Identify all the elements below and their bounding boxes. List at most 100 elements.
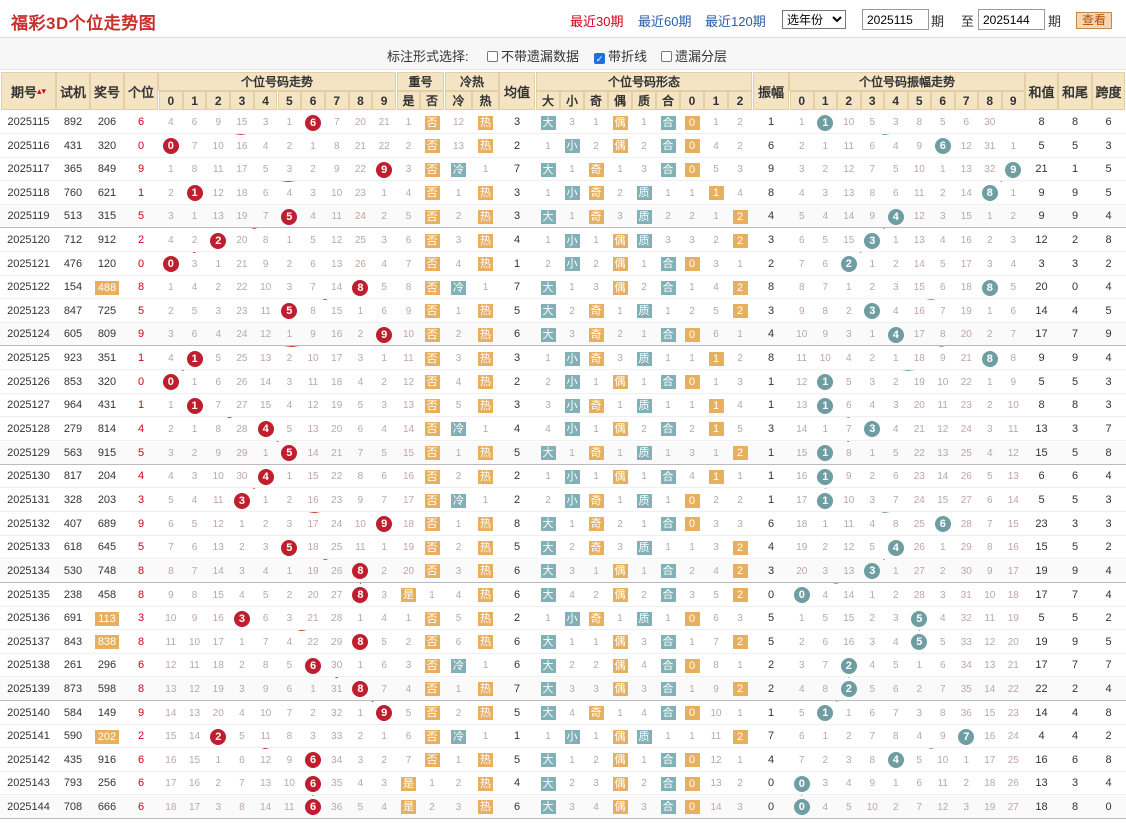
temp-missing: 1 [482,164,489,176]
trend-missing: 8 [333,140,340,152]
amp-ball: 4 [887,539,904,556]
trial-cell: 847 [63,304,83,317]
amp-missing: 4 [822,211,829,223]
col-period-header[interactable]: 期号 ▴▾ [1,72,56,110]
sort-icon[interactable]: ▴▾ [36,85,47,96]
trend-missing: 1 [286,471,293,483]
sum-cell: 19 [1035,564,1048,577]
query-button[interactable]: 查看 [1076,12,1112,29]
tail-cell: 5 [1071,541,1079,554]
amp-digit-0: 0 [790,91,814,110]
shape-missing: 2 [641,282,647,294]
span-cell: 5 [1105,304,1112,317]
option-no-missing[interactable]: 不带遗漏数据 [487,46,579,65]
sum-cell: 9 [1038,352,1045,365]
trend-ball: 1 [186,397,203,414]
option-polyline[interactable]: ✓ 带折线 [594,46,647,65]
repeat-missing: 10 [402,329,415,341]
from-period-input[interactable] [862,9,929,30]
checkbox-icon[interactable] [661,51,672,62]
shape-badge: 奇 [588,446,604,460]
repeat-badge: 否 [424,446,440,460]
repeat-missing: 4 [405,683,412,695]
amp-missing: 13 [1007,471,1019,483]
range-30-link[interactable]: 最近30期 [570,14,624,29]
road-missing: 3 [737,613,743,625]
avg-cell: 7 [513,163,521,176]
amp-missing: 3 [798,164,805,176]
trend-missing: 1 [381,542,387,554]
trend-missing: 8 [239,801,245,813]
trend-missing: 16 [236,140,248,152]
road-missing: 3 [737,164,743,176]
tail-cell: 2 [1071,234,1079,247]
trend-missing: 2 [168,423,174,435]
avg-cell: 1 [513,257,521,270]
trend-missing: 4 [381,613,387,625]
col-trial-header: 试机 [56,72,90,110]
temp-missing: 1 [482,495,489,506]
shape-badge: 质 [636,186,652,201]
amp-missing: 6 [916,778,923,790]
road-badge: 2 [732,682,748,697]
temp-badge: 热 [478,540,493,555]
temp-badge: 热 [478,327,493,342]
amp-missing: 7 [939,683,946,695]
shape-missing: 4 [569,589,575,601]
range-120-link[interactable]: 最近120期 [705,14,766,29]
shape-badge: 偶 [612,635,628,650]
amp-missing: 4 [845,353,852,365]
temp-badge: 热 [478,753,493,768]
amp-ball: 3 [864,303,881,320]
table-row [0,795,1126,819]
shape-missing: 2 [665,211,671,223]
temp-missing: 1 [482,423,489,435]
avg-cell: 6 [513,635,521,648]
trend-digit-3: 3 [230,91,254,110]
year-select[interactable]: 选年份 [782,10,846,29]
shape-missing: 2 [569,305,575,317]
trend-ball: 4 [257,421,274,438]
trend-missing: 10 [212,471,224,483]
trend-missing: 17 [165,778,177,790]
repeat-badge: 否 [424,162,440,177]
road-missing: 3 [737,376,743,388]
trend-missing: 10 [212,140,224,152]
tail-cell: 8 [1071,800,1079,813]
period-cell: 2025133 [7,541,50,554]
period-cell: 2025139 [7,682,50,695]
shape-missing: 3 [593,683,599,695]
trend-missing: 6 [381,660,387,672]
temp-badge: 热 [478,635,493,650]
span-cell: 3 [1105,375,1112,388]
shape-3-header: 偶 [608,91,632,110]
amp-cell: 3 [767,234,775,247]
amp-missing: 1 [822,140,829,152]
option-layered[interactable]: 遗漏分层 [661,46,727,65]
shape-badge: 奇 [588,186,604,201]
trend-missing: 13 [188,707,201,719]
trend-missing: 3 [381,400,387,412]
units-cell: 3 [137,612,145,625]
temp-badge: 热 [478,304,493,319]
amp-missing: 16 [960,235,972,247]
sum-cell: 5 [1038,139,1045,152]
amp-missing: 4 [939,613,946,625]
amp-missing: 19 [913,376,925,388]
shape-missing: 3 [569,801,575,813]
trend-missing: 5 [262,589,269,601]
range-60-link[interactable]: 最近60期 [638,14,692,29]
checkbox-icon[interactable] [487,51,498,62]
checkbox-checked-icon[interactable]: ✓ [594,53,605,64]
repeat-badge: 否 [424,564,440,579]
shape-badge: 偶 [612,233,628,248]
shape-badge: 质 [636,398,652,413]
amp-missing: 3 [916,707,923,719]
shape-badge: 偶 [612,588,628,603]
amp-missing: 14 [843,589,855,601]
trend-missing: 12 [260,754,272,766]
amp-missing: 2 [939,565,946,577]
amp-cell: 1 [767,706,775,719]
amp-missing: 3 [1010,235,1017,247]
to-period-input[interactable] [978,9,1045,30]
